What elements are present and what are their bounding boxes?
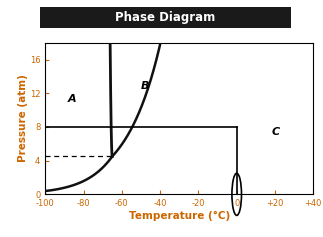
Text: B: B <box>141 81 150 91</box>
Text: A: A <box>68 94 77 104</box>
Text: C: C <box>271 127 279 137</box>
Y-axis label: Pressure (atm): Pressure (atm) <box>18 75 28 162</box>
X-axis label: Temperature (°C): Temperature (°C) <box>129 211 230 221</box>
Text: Phase Diagram: Phase Diagram <box>115 11 216 24</box>
